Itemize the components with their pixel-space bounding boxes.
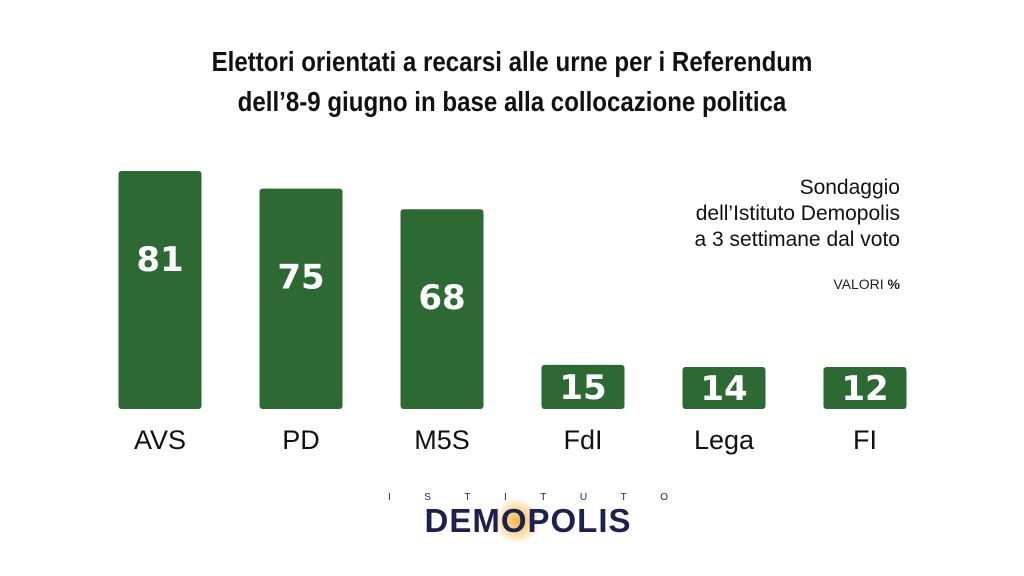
logo-wordmark: DEMOPOLIS [424, 502, 632, 539]
bar-value-label: 75 [277, 258, 324, 298]
logo-subtitle-letter: O [660, 492, 668, 503]
bar-m5s [400, 209, 484, 409]
unit-label: VALORI [833, 276, 884, 292]
bar-pd [259, 188, 343, 409]
category-label: AVS [134, 425, 186, 455]
logo-subtitle-letter: T [540, 492, 547, 503]
bar-fi [823, 367, 907, 409]
category-label: FdI [563, 425, 602, 455]
values-unit-label: VALORI % [833, 276, 900, 292]
bar-lega [682, 367, 766, 409]
logo-subtitle-letter: U [579, 492, 588, 503]
bar-value-label: 14 [700, 369, 747, 409]
survey-note-line-1: Sondaggio [799, 176, 900, 199]
survey-note: Sondaggio dell’Istituto Demopolis a 3 se… [695, 175, 900, 253]
logo-subtitle-letter: T [620, 492, 627, 503]
unit-symbol: % [887, 276, 900, 292]
logo-subtitle-letter: T [464, 492, 471, 503]
bar-value-label: 81 [136, 240, 183, 280]
category-label: PD [282, 425, 320, 455]
bar-value-label: 15 [559, 368, 606, 408]
category-label: FI [853, 425, 877, 455]
bar-avs [118, 171, 202, 409]
survey-note-line-2: dell’Istituto Demopolis [695, 202, 900, 225]
bar-fdi [541, 364, 625, 409]
logo-subtitle-letter: I [388, 492, 391, 503]
category-label: Lega [694, 425, 755, 455]
logo-subtitle-letter: S [424, 492, 431, 503]
logo-sun-icon [494, 498, 540, 544]
chart-title-line-1: Elettori orientati a recarsi alle urne p… [211, 46, 813, 77]
chart-title: Elettori orientati a recarsi alle urne p… [72, 42, 953, 122]
survey-note-line-3: a 3 settimane dal voto [694, 228, 900, 251]
chart-title-line-2: dell’8-9 giugno in base alla collocazion… [237, 86, 787, 117]
bar-value-label: 12 [841, 369, 888, 409]
bar-value-label: 68 [418, 278, 465, 318]
category-label: M5S [414, 425, 470, 455]
logo-subtitle-letter: I [504, 492, 507, 503]
demopolis-logo: I S T I T U T O DEMOPOLIS [388, 492, 668, 548]
